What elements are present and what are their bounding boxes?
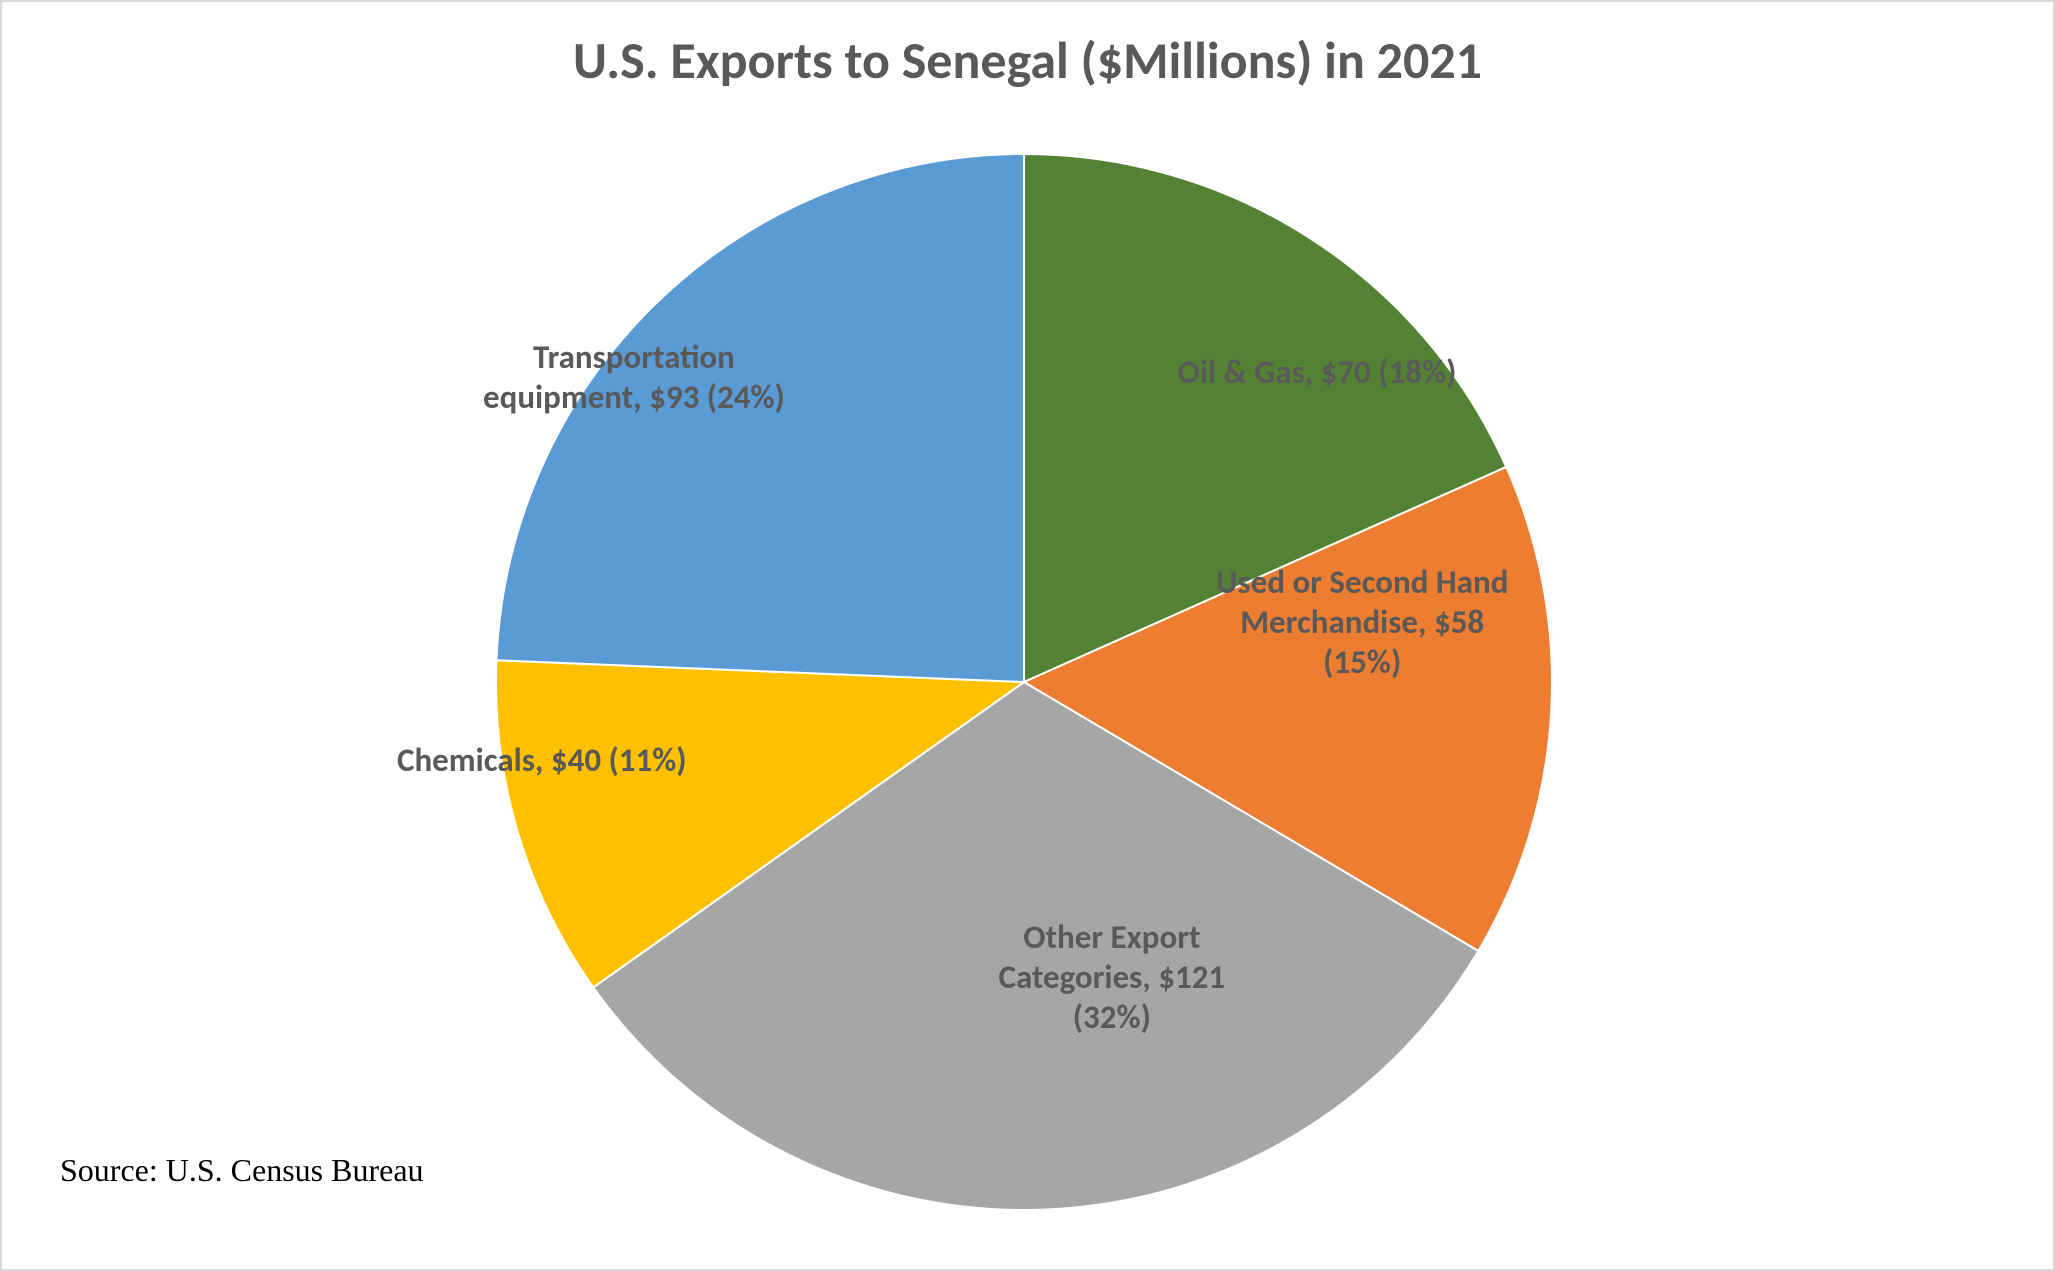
chart-source: Source: U.S. Census Bureau bbox=[60, 1152, 424, 1189]
slice-label: Used or Second Hand Merchandise, $58 (15… bbox=[1216, 562, 1508, 683]
slice-label: Transportation equipment, $93 (24%) bbox=[483, 337, 785, 418]
chart-title: U.S. Exports to Senegal ($Millions) in 2… bbox=[2, 28, 2053, 92]
chart-frame: U.S. Exports to Senegal ($Millions) in 2… bbox=[0, 0, 2055, 1271]
pie-slice bbox=[496, 154, 1024, 682]
slice-label: Chemicals, $40 (11%) bbox=[397, 740, 687, 780]
slice-label: Other Export Categories, $121 (32%) bbox=[999, 917, 1226, 1038]
slice-label: Oil & Gas, $70 (18%) bbox=[1178, 352, 1457, 392]
